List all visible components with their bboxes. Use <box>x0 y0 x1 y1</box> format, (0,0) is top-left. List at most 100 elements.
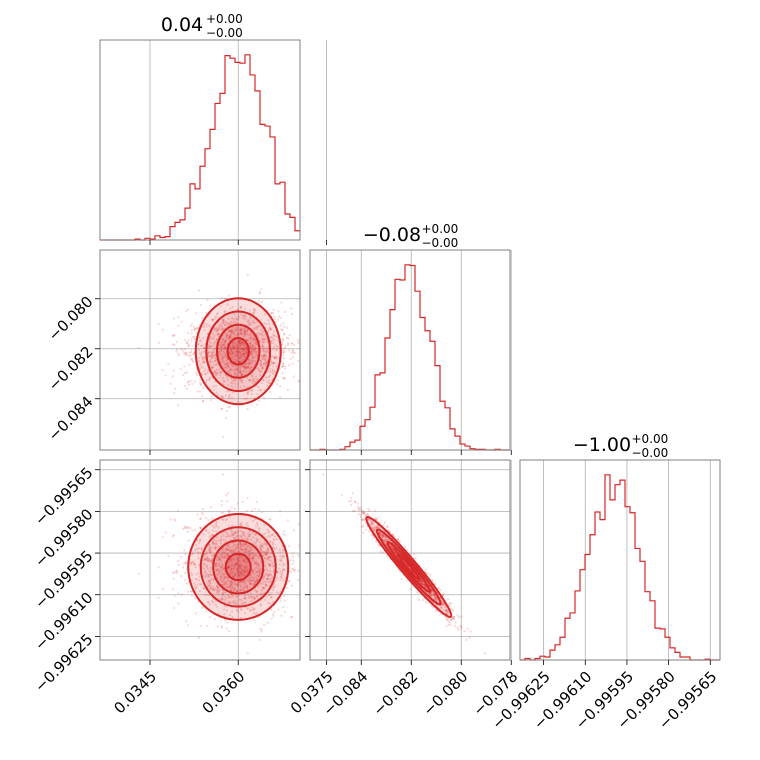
sample-point <box>248 379 251 382</box>
sample-point <box>220 346 223 349</box>
sample-point <box>392 546 395 550</box>
sample-point <box>229 550 232 553</box>
sample-point <box>230 530 234 533</box>
sample-point <box>249 545 252 549</box>
sample-point <box>249 353 252 356</box>
sample-point <box>221 548 224 552</box>
sample-point <box>229 589 233 592</box>
sample-point <box>264 543 267 546</box>
sample-point <box>301 551 303 553</box>
sample-point <box>232 558 235 561</box>
y-tick-label: −0.084 <box>45 393 97 445</box>
sample-point <box>225 586 229 589</box>
sample-point <box>278 385 282 388</box>
sample-point <box>211 573 214 577</box>
sample-point <box>204 517 208 520</box>
sample-point <box>179 368 182 371</box>
sample-point <box>252 541 256 544</box>
sample-point <box>229 347 233 350</box>
sample-point <box>236 558 239 561</box>
sample-point <box>213 542 217 545</box>
sample-point <box>251 345 254 348</box>
sample-point <box>222 376 225 380</box>
sample-point <box>263 556 266 560</box>
sample-point <box>233 355 236 358</box>
sample-point <box>227 338 230 341</box>
sample-point <box>243 364 247 367</box>
sample-point <box>243 365 246 368</box>
sample-point <box>234 372 237 375</box>
panel-frame <box>519 459 721 661</box>
sample-point <box>225 335 228 338</box>
sample-point <box>240 564 243 567</box>
sample-point <box>273 585 276 588</box>
sample-point <box>199 526 202 529</box>
sample-point <box>193 562 196 565</box>
sample-point <box>236 367 239 370</box>
sample-point <box>187 590 190 593</box>
sample-point <box>239 573 242 576</box>
sample-point <box>225 597 228 600</box>
sample-point <box>228 329 231 332</box>
sample-point <box>210 573 213 576</box>
sample-point <box>235 535 238 538</box>
sample-point <box>381 536 384 539</box>
sample-point <box>192 352 196 355</box>
sample-point <box>259 374 262 377</box>
sample-point <box>187 383 191 386</box>
sample-point <box>210 366 214 369</box>
sample-point <box>224 339 227 342</box>
sample-point <box>251 362 254 365</box>
sample-point <box>224 340 227 343</box>
sample-point <box>262 337 265 341</box>
sample-point <box>393 550 396 553</box>
sample-point <box>253 355 257 359</box>
sample-point <box>279 554 282 558</box>
sample-point <box>279 328 283 331</box>
sample-point <box>281 340 284 343</box>
sample-point <box>241 352 244 356</box>
sample-point <box>202 387 205 390</box>
sample-point <box>231 365 234 368</box>
sample-point <box>244 318 247 321</box>
sample-point <box>291 567 294 570</box>
sample-point <box>226 586 229 589</box>
sample-point <box>250 389 254 392</box>
sample-point <box>231 601 234 604</box>
sample-point <box>250 561 253 564</box>
sample-point <box>214 564 217 568</box>
sample-point <box>226 565 230 568</box>
sample-point <box>220 499 224 503</box>
sample-point <box>275 576 278 579</box>
sample-point <box>214 525 217 528</box>
sample-point <box>218 324 221 327</box>
sample-point <box>273 356 276 360</box>
sample-point <box>255 354 258 358</box>
sample-point <box>199 383 202 386</box>
sample-point <box>239 571 242 574</box>
sample-point <box>190 563 193 566</box>
sample-point <box>376 517 379 520</box>
sample-point <box>226 580 229 583</box>
sample-point <box>348 500 351 503</box>
sample-point <box>193 380 196 383</box>
sample-point <box>263 346 266 349</box>
sample-point <box>197 563 201 566</box>
sample-point <box>272 345 276 348</box>
sample-point <box>251 556 254 560</box>
sample-point <box>271 312 275 315</box>
sample-point <box>254 350 258 354</box>
sample-point <box>268 382 272 385</box>
sample-point <box>265 380 268 383</box>
sample-point <box>242 347 245 351</box>
sample-point <box>190 578 193 582</box>
sample-point <box>205 372 208 376</box>
sample-point <box>230 377 234 380</box>
sample-point <box>229 586 232 589</box>
sample-point <box>240 343 244 346</box>
sample-point <box>186 381 189 384</box>
sample-point <box>378 533 382 536</box>
sample-point <box>221 338 225 341</box>
sample-point <box>231 341 234 344</box>
sample-point <box>211 360 214 364</box>
